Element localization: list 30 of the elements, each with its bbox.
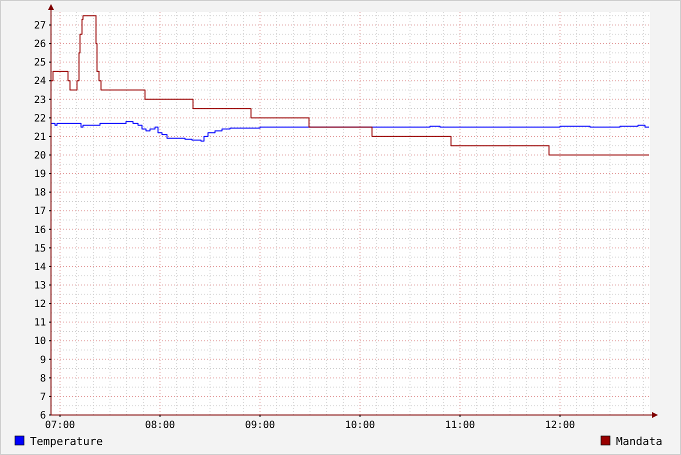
y-tick-label: 17 [34,206,46,218]
y-tick-label: 22 [34,113,46,124]
y-tick-label: 11 [34,318,46,329]
x-tick-label: 07:00 [44,420,76,431]
legend-label: Temperature [30,434,103,448]
y-tick-label: 23 [34,94,46,106]
x-tick-label: 12:00 [544,420,576,431]
y-tick-label: 16 [34,224,46,236]
x-tick-label: 09:00 [244,420,276,431]
y-tick-label: 19 [34,169,46,180]
y-tick-label: 12 [34,299,46,310]
y-tick-label: 15 [34,243,46,254]
y-tick-label: 24 [34,76,46,88]
y-tick-label: 6 [40,410,46,422]
x-tick-label: 11:00 [444,420,476,431]
y-tick-label: 18 [34,188,46,199]
x-tick-label: 10:00 [344,420,376,431]
y-tick-label: 10 [34,336,46,348]
y-tick-label: 14 [34,262,46,273]
x-tick-label: 08:00 [144,420,176,431]
y-tick-label: 20 [34,150,46,162]
y-tick-label: 27 [34,20,46,32]
y-tick-label: 8 [40,373,46,384]
y-tick-label: 25 [34,58,46,69]
y-tick-label: 9 [40,354,46,366]
y-tick-label: 21 [34,132,46,143]
legend-label: Mandata [616,434,662,448]
y-tick-label: 7 [40,392,46,403]
y-tick-label: 26 [34,39,46,50]
y-tick-label: 13 [34,280,46,292]
